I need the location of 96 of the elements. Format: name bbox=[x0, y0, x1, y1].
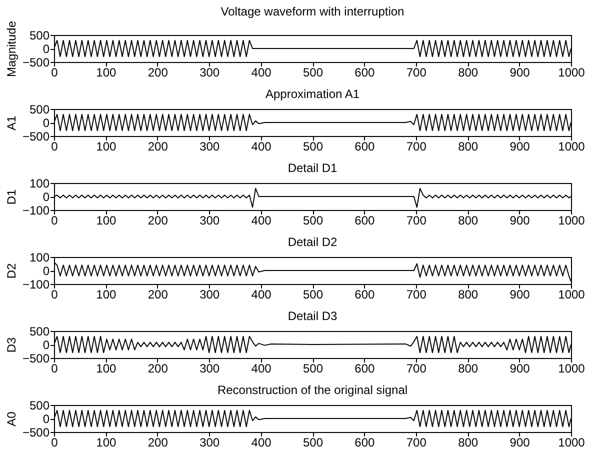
x-tick-label: 300 bbox=[200, 436, 220, 450]
x-tick-label: 0 bbox=[51, 66, 58, 80]
x-tick-label: 400 bbox=[251, 362, 272, 376]
y-tick-label: −500 bbox=[22, 56, 50, 70]
x-tick-label: 600 bbox=[354, 288, 376, 302]
x-tick-label: 1000 bbox=[558, 66, 586, 80]
x-tick-label: 800 bbox=[458, 140, 478, 154]
x-tick-label: 1000 bbox=[558, 436, 586, 450]
y-tick-label: 100 bbox=[29, 250, 50, 264]
x-tick-label: 700 bbox=[406, 362, 427, 376]
x-tick-label: 700 bbox=[406, 66, 427, 80]
x-tick-label: 0 bbox=[51, 140, 58, 154]
y-tick-label: 0 bbox=[42, 338, 50, 352]
x-tick-label: 200 bbox=[148, 214, 168, 228]
x-tick-label: 800 bbox=[458, 436, 478, 450]
x-tick-label: 0 bbox=[51, 288, 58, 302]
y-axis-title: D3 bbox=[4, 337, 18, 353]
x-tick-label: 1000 bbox=[558, 214, 586, 228]
chart-title: Reconstruction of the original signal bbox=[217, 383, 408, 397]
x-tick-label: 1000 bbox=[558, 362, 586, 376]
y-tick-label: 500 bbox=[29, 324, 50, 338]
x-tick-label: 400 bbox=[251, 436, 272, 450]
y-axis-title: A0 bbox=[4, 411, 18, 426]
x-tick-label: 0 bbox=[51, 214, 58, 228]
x-tick-label: 0 bbox=[51, 436, 58, 450]
x-tick-label: 300 bbox=[200, 214, 220, 228]
x-tick-label: 100 bbox=[96, 66, 117, 80]
x-tick-label: 300 bbox=[200, 66, 220, 80]
y-tick-label: 0 bbox=[42, 116, 50, 130]
x-tick-label: 100 bbox=[96, 214, 117, 228]
x-tick-label: 500 bbox=[302, 288, 324, 302]
chart-title: Detail D3 bbox=[288, 309, 338, 323]
y-axis-title: D2 bbox=[4, 263, 18, 279]
x-tick-label: 100 bbox=[96, 140, 117, 154]
x-tick-label: 800 bbox=[458, 66, 478, 80]
x-tick-label: 900 bbox=[510, 66, 530, 80]
x-tick-label: 200 bbox=[148, 140, 168, 154]
chart-title: Detail D2 bbox=[288, 235, 338, 249]
x-tick-label: 1000 bbox=[558, 288, 586, 302]
y-tick-label: 500 bbox=[29, 28, 50, 42]
y-axis-title: A1 bbox=[4, 115, 18, 130]
x-tick-label: 400 bbox=[251, 66, 272, 80]
x-tick-label: 700 bbox=[406, 288, 427, 302]
x-tick-label: 300 bbox=[200, 362, 220, 376]
x-tick-label: 0 bbox=[51, 362, 58, 376]
x-tick-label: 500 bbox=[302, 214, 324, 228]
y-axis-title: Magnitude bbox=[4, 20, 18, 78]
x-tick-label: 400 bbox=[251, 140, 272, 154]
x-tick-label: 300 bbox=[200, 140, 220, 154]
chart-title: Detail D1 bbox=[288, 161, 338, 175]
x-tick-label: 500 bbox=[302, 140, 324, 154]
x-tick-label: 900 bbox=[510, 288, 530, 302]
x-tick-label: 400 bbox=[251, 288, 272, 302]
x-tick-label: 800 bbox=[458, 362, 478, 376]
y-tick-label: −500 bbox=[22, 130, 50, 144]
y-tick-label: −500 bbox=[22, 352, 50, 366]
x-tick-label: 100 bbox=[96, 362, 117, 376]
x-tick-label: 500 bbox=[302, 66, 324, 80]
x-tick-label: 700 bbox=[406, 214, 427, 228]
y-tick-label: 0 bbox=[42, 190, 50, 204]
y-tick-label: 0 bbox=[42, 42, 50, 56]
y-tick-label: 500 bbox=[29, 398, 50, 412]
x-tick-label: 200 bbox=[148, 288, 168, 302]
y-tick-label: −500 bbox=[22, 426, 50, 440]
y-tick-label: 100 bbox=[29, 176, 50, 190]
x-tick-label: 400 bbox=[251, 214, 272, 228]
x-tick-label: 600 bbox=[354, 140, 376, 154]
chart-title: Approximation A1 bbox=[265, 87, 360, 101]
x-tick-label: 200 bbox=[148, 436, 168, 450]
x-tick-label: 600 bbox=[354, 362, 376, 376]
x-tick-label: 700 bbox=[406, 140, 427, 154]
x-tick-label: 600 bbox=[354, 66, 376, 80]
chart-title: Voltage waveform with interruption bbox=[220, 4, 404, 18]
x-tick-label: 600 bbox=[354, 214, 376, 228]
x-tick-label: 300 bbox=[200, 288, 220, 302]
y-tick-label: 0 bbox=[42, 412, 50, 426]
x-tick-label: 900 bbox=[510, 362, 530, 376]
y-tick-label: 0 bbox=[42, 264, 50, 278]
x-tick-label: 600 bbox=[354, 436, 376, 450]
y-tick-label: 500 bbox=[29, 102, 50, 116]
x-tick-label: 900 bbox=[510, 214, 530, 228]
x-tick-label: 200 bbox=[148, 66, 168, 80]
y-tick-label: −100 bbox=[22, 278, 50, 292]
x-tick-label: 900 bbox=[510, 140, 530, 154]
y-tick-label: −100 bbox=[22, 204, 50, 218]
y-axis-title: D1 bbox=[4, 189, 18, 205]
x-tick-label: 800 bbox=[458, 288, 478, 302]
x-tick-label: 900 bbox=[510, 436, 530, 450]
x-tick-label: 500 bbox=[302, 436, 324, 450]
x-tick-label: 500 bbox=[302, 362, 324, 376]
x-tick-label: 100 bbox=[96, 288, 117, 302]
x-tick-label: 700 bbox=[406, 436, 427, 450]
x-tick-label: 200 bbox=[148, 362, 168, 376]
x-tick-label: 1000 bbox=[558, 140, 586, 154]
x-tick-label: 100 bbox=[96, 436, 117, 450]
x-tick-label: 800 bbox=[458, 214, 478, 228]
